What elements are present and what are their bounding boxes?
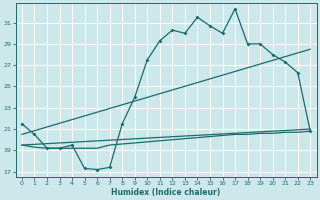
X-axis label: Humidex (Indice chaleur): Humidex (Indice chaleur) (111, 188, 221, 197)
